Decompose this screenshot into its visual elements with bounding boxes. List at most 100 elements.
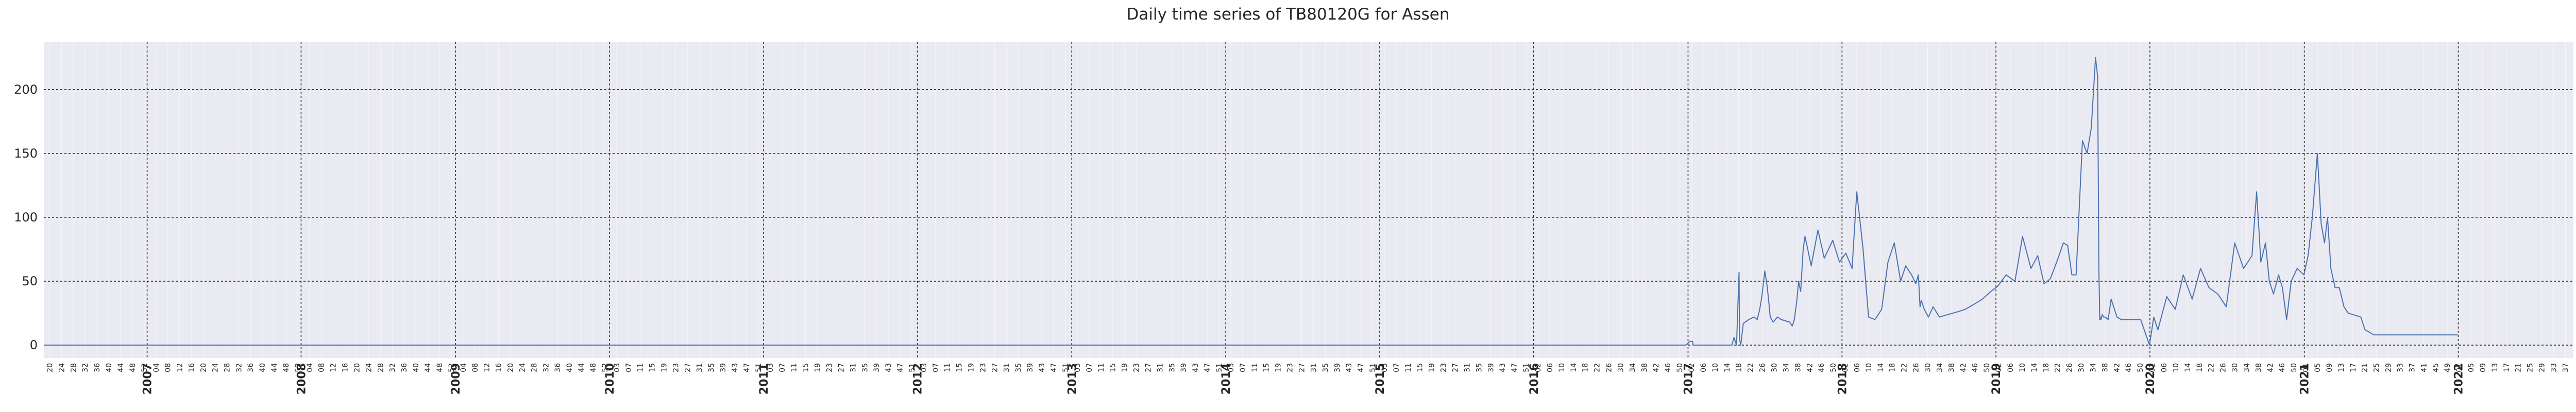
x-minor-tick-label: 07 [778,363,787,372]
x-minor-tick-label: 02 [1995,363,2003,372]
x-year-tick-label: 2010 [604,363,617,394]
x-minor-tick-label: 19 [968,363,976,372]
x-minor-tick-label: 27 [1144,363,1153,372]
x-minor-tick-label: 43 [1192,363,1200,372]
x-minor-tick-label: 16 [188,363,196,372]
x-minor-tick-label: 19 [660,363,669,372]
x-minor-tick-label: 48 [282,363,291,372]
x-year-tick-label: 2018 [1836,363,1849,394]
x-year-tick-label: 2015 [1374,363,1387,394]
x-minor-tick-label: 43 [885,363,893,372]
x-minor-tick-label: 47 [1050,363,1058,372]
x-minor-tick-label: 44 [117,363,125,372]
x-minor-tick-label: 15 [649,363,657,372]
x-minor-tick-label: 47 [1511,363,1519,372]
x-minor-tick-label: 10 [1558,363,1566,372]
x-minor-tick-label: 50 [1676,363,1684,372]
x-minor-tick-label: 03 [613,363,621,372]
x-minor-tick-label: 21 [2515,363,2523,372]
x-minor-tick-label: 22 [1901,363,1909,372]
x-minor-tick-label: 47 [743,363,751,372]
x-minor-tick-label: 37 [2408,363,2416,372]
x-minor-tick-label: 50 [2290,363,2298,372]
x-minor-tick-label: 14 [2184,363,2192,372]
x-minor-tick-label: 13 [2491,363,2499,372]
x-year-tick-label: 2013 [1066,363,1079,394]
x-minor-tick-label: 22 [2054,363,2062,372]
x-minor-tick-label: 02 [1688,363,1696,372]
x-minor-tick-label: 14 [1723,363,1732,372]
x-minor-tick-label: 34 [1629,363,1637,372]
x-minor-tick-label: 23 [1133,363,1141,372]
x-minor-tick-label: 12 [483,363,492,372]
x-minor-tick-label: 30 [1617,363,1625,372]
x-minor-tick-label: 26 [1605,363,1614,372]
x-minor-tick-label: 46 [2278,363,2286,372]
x-minor-tick-label: 28 [70,363,78,372]
x-minor-tick-label: 47 [896,363,905,372]
x-minor-tick-label: 22 [1594,363,1602,372]
y-tick-label: 50 [22,274,38,288]
x-minor-tick-label: 10 [1711,363,1720,372]
x-minor-tick-label: 26 [2219,363,2228,372]
x-minor-tick-label: 36 [93,363,101,372]
x-minor-tick-label: 07 [625,363,633,372]
x-year-tick-label: 2009 [450,363,463,394]
x-minor-tick-label: 43 [731,363,739,372]
x-minor-tick-label: 02 [1841,363,1850,372]
x-year-tick-label: 2019 [1990,363,2003,394]
x-minor-tick-label: 19 [1121,363,1129,372]
x-minor-tick-label: 40 [412,363,420,372]
x-minor-tick-label: 04 [460,363,468,372]
x-minor-tick-label: 51 [1062,363,1070,372]
x-minor-tick-label: 30 [2231,363,2240,372]
x-minor-tick-label: 42 [1959,363,1968,372]
x-minor-tick-label: 18 [2196,363,2204,372]
x-minor-tick-label: 22 [1747,363,1755,372]
x-minor-tick-label: 18 [1582,363,1590,372]
x-minor-tick-label: 20 [507,363,515,372]
x-minor-tick-label: 07 [932,363,940,372]
x-minor-tick-label: 31 [696,363,704,372]
x-minor-tick-label: 08 [164,363,173,372]
x-minor-tick-label: 47 [1204,363,1212,372]
x-minor-tick-label: 37 [2562,363,2570,372]
x-minor-tick-label: 26 [1759,363,1767,372]
x-minor-tick-label: 12 [176,363,184,372]
x-minor-tick-label: 43 [1499,363,1507,372]
x-minor-tick-label: 03 [1227,363,1235,372]
x-minor-tick-label: 36 [400,363,409,372]
x-minor-tick-label: 38 [1794,363,1802,372]
x-minor-tick-label: 06 [2160,363,2168,372]
chart-title: Daily time series of TB80120G for Assen [1127,5,1450,24]
x-minor-tick-label: 23 [672,363,680,372]
x-minor-tick-label: 28 [223,363,231,372]
x-minor-tick-label: 30 [1770,363,1778,372]
x-minor-tick-label: 31 [1156,363,1164,372]
x-minor-tick-label: 36 [554,363,562,372]
x-minor-tick-label: 52 [601,363,609,372]
x-minor-tick-label: 36 [247,363,255,372]
x-minor-tick-label: 51 [908,363,917,372]
x-minor-tick-label: 27 [837,363,845,372]
y-tick-label: 0 [30,338,38,352]
x-minor-tick-label: 35 [861,363,869,372]
x-minor-tick-label: 41 [2420,363,2428,372]
x-minor-tick-label: 18 [1735,363,1743,372]
x-year-tick-label: 2020 [2144,363,2157,394]
x-minor-tick-label: 11 [790,363,799,372]
x-minor-tick-label: 11 [637,363,645,372]
major-gridlines [44,42,2573,358]
x-minor-tick-label: 10 [2172,363,2180,372]
x-minor-tick-label: 19 [1275,363,1283,372]
x-minor-tick-label: 34 [1936,363,1944,372]
x-minor-tick-label: 52 [141,363,149,372]
x-minor-tick-label: 39 [1333,363,1342,372]
x-minor-tick-label: 16 [342,363,350,372]
x-minor-tick-label: 18 [1889,363,1897,372]
x-minor-tick-label: 07 [1239,363,1247,372]
x-minor-tick-label: 19 [1428,363,1436,372]
x-minor-tick-label: 29 [2538,363,2547,372]
x-minor-tick-label: 38 [1640,363,1649,372]
